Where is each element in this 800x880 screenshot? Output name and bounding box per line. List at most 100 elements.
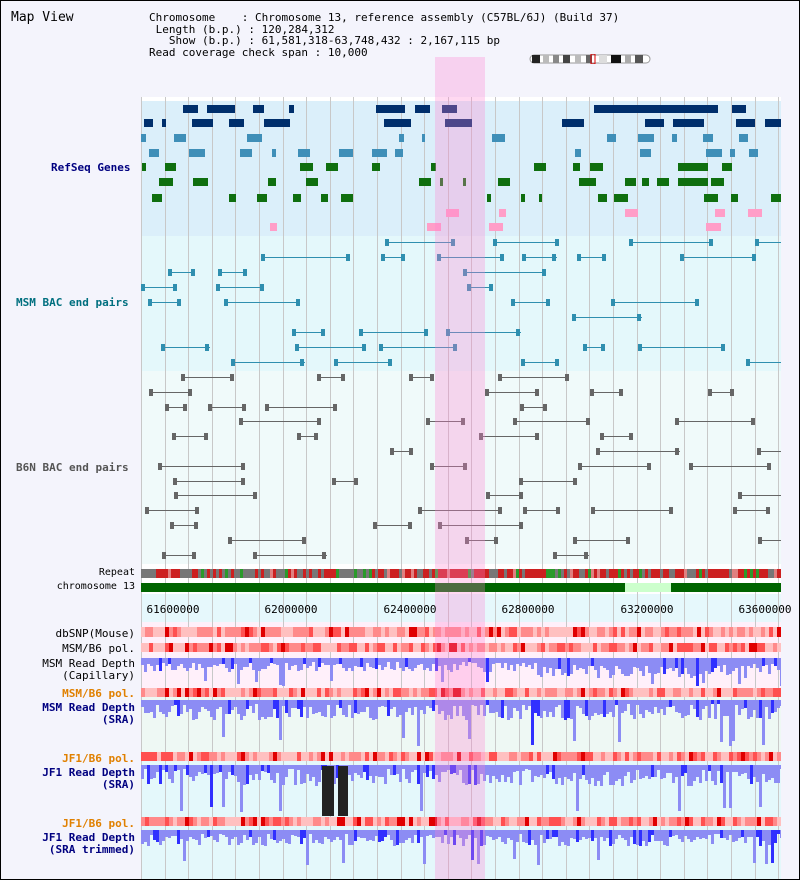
genome-plot[interactable]: 61600000 62000000 62400000 62800000 6320… [141, 57, 791, 879]
msm-bac-label[interactable]: MSM BAC end pairs [16, 296, 129, 309]
jf1-trim-depth-bar [414, 830, 417, 835]
msm-b6-pol-bin [213, 643, 217, 652]
msm-sra-depth-bar [186, 700, 189, 712]
jf1-b6-pol-bin [141, 752, 145, 761]
msm-cap-depth-bar [489, 658, 492, 672]
msm-b6-pol2-bin [493, 688, 497, 697]
jf1-b6-pol2-bin [261, 817, 265, 826]
jf1-trim-depth-bar [465, 830, 468, 839]
b6n-bac-pair [426, 421, 464, 423]
msm-b6-pol-bin [625, 643, 629, 652]
msm-cap-depth-bar [519, 658, 522, 666]
b6n-bac-pair-end [317, 374, 321, 381]
msm-b6-pol-bin [497, 643, 501, 652]
msm-b6-pol-bin [193, 643, 197, 652]
msm-b6-pol2-bin [453, 688, 457, 697]
msm-bac-pair-end [451, 239, 455, 246]
repeat-segment [156, 569, 159, 578]
repeat-segment [360, 569, 363, 578]
jf1-b6-pol2-bin [409, 817, 413, 826]
msm-b6-pol2-bin [293, 688, 297, 697]
repeat-segment [258, 569, 261, 578]
repeat-segment [366, 569, 369, 578]
jf1-trim-depth-bar [399, 830, 402, 843]
jf1-b6-pol2-bin [697, 817, 701, 826]
msm-cap-depth-bar [711, 658, 714, 672]
jf1-trim-depth-bar [522, 830, 525, 842]
jf1-b6-pol-bin [597, 752, 601, 761]
msm-b6-pol-bin [613, 643, 617, 652]
msm-sra-depth-bar [159, 700, 162, 712]
jf1-sra-depth-bar [747, 765, 750, 779]
msm-sra-depth-bar [720, 700, 723, 742]
msm-cap-depth-bar [522, 658, 525, 663]
dbsnp-bin [169, 627, 173, 637]
jf1-b6-pol-bin [717, 752, 721, 761]
jf1-b6-pol-bin [201, 752, 205, 761]
chromosome-ideogram[interactable] [529, 54, 651, 64]
jf1-sra-depth-bar [771, 765, 774, 778]
jf1-sra-depth-bar [378, 765, 381, 777]
repeat-segment [534, 569, 537, 578]
dbsnp-bin [489, 627, 493, 637]
b6n-bac-pair [758, 539, 781, 541]
repeat-segment [165, 569, 168, 578]
dbsnp-bin [685, 627, 689, 637]
msm-sra-depth-bar [285, 700, 288, 713]
msm-b6-pol-bin [273, 643, 277, 652]
msm-b6-pol2-bin [253, 688, 257, 697]
jf1-trim-depth-bar [270, 830, 273, 839]
jf1-b6-pol-bin [369, 752, 373, 761]
jf1-sra-depth-bar [255, 765, 258, 774]
jf1-trim-depth-bar [390, 830, 393, 840]
msm-b6-pol2-bin [561, 688, 565, 697]
msm-sra-depth-bar [429, 700, 432, 708]
msm-sra-depth-bar [570, 700, 573, 719]
jf1-trim-depth-bar [432, 830, 435, 838]
chromosome-bar [141, 583, 625, 592]
msm-cap-depth-bar [441, 658, 444, 682]
msm-b6-pol2-bin [505, 688, 509, 697]
msm-sra-depth-bar [390, 700, 393, 709]
refseq-genes-label[interactable]: RefSeq Genes [51, 161, 131, 174]
msm-b6-pol2-bin [585, 688, 589, 697]
jf1-b6-pol-bin [357, 752, 361, 761]
b6n-bac-label[interactable]: B6N BAC end pairs [16, 461, 129, 474]
msm-sra-depth-bar [216, 700, 219, 709]
jf1-trim-depth-bar [645, 830, 648, 846]
msm-cap-depth-bar [219, 658, 222, 664]
refseq-gene [341, 194, 353, 202]
feature-canvas[interactable] [141, 97, 781, 879]
jf1-b6-pol-bin [197, 752, 201, 761]
jf1-trim-depth-bar [192, 830, 195, 839]
jf1-b6-pol2-bin [541, 817, 545, 826]
jf1-sra-depth-bar [774, 765, 777, 783]
jf1-trim-depth-bar [504, 830, 507, 844]
grid-line [424, 97, 425, 879]
msm-bac-pair-end [388, 359, 392, 366]
repeat-segment [273, 569, 276, 578]
repeat-segment [663, 569, 666, 578]
dbsnp-bin [757, 627, 761, 637]
dbsnp-bin [217, 627, 221, 637]
repeat-segment [378, 569, 381, 578]
msm-sra-depth-bar [339, 700, 342, 708]
msm-sra-depth-bar [738, 700, 741, 715]
msm-b6-pol-bin [357, 643, 361, 652]
repeat-segment [642, 569, 645, 578]
b6n-bac-pair [332, 480, 358, 482]
msm-sra-depth-bar [174, 700, 177, 705]
refseq-gene [625, 178, 636, 186]
jf1-b6-pol-bin [309, 752, 313, 761]
repeat-segment [285, 569, 288, 578]
msm-sra-depth-bar [363, 700, 366, 712]
b6n-bac-pair-end [535, 433, 539, 441]
msm-b6-pol-bin [545, 643, 549, 652]
b6n-bac-pair [172, 436, 208, 438]
refseq-gene [642, 178, 649, 186]
jf1-b6-pol-bin [701, 752, 705, 761]
msm-cap-depth-bar [612, 658, 615, 675]
jf1-trim-depth-bar [705, 830, 708, 839]
jf1-sra-depth-bar [549, 765, 552, 772]
msm-sra-depth-bar [231, 700, 234, 710]
